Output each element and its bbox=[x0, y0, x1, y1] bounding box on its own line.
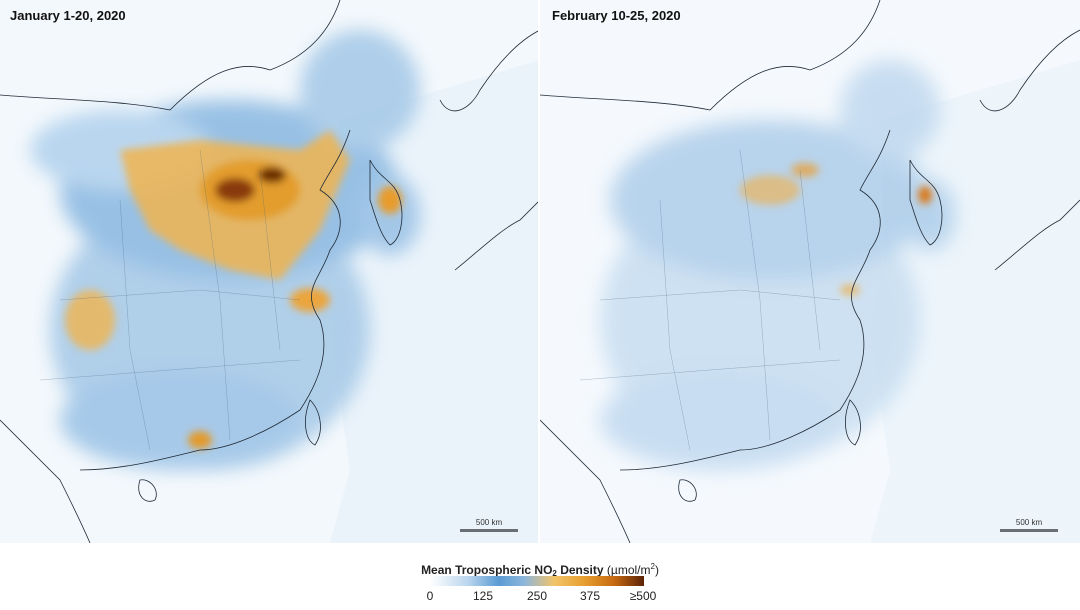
legend-tick-500: ≥500 bbox=[629, 589, 657, 603]
scale-bar: 500 km bbox=[1000, 518, 1058, 532]
legend-tick-125: 125 bbox=[472, 589, 494, 603]
legend-tick-0: 0 bbox=[426, 589, 434, 603]
legend-title-subscript: 2 bbox=[552, 569, 557, 578]
scale-bar-line bbox=[460, 529, 518, 532]
legend-units-close: ) bbox=[654, 563, 659, 577]
color-legend: Mean Tropospheric NO2 Density (µmol/m2) … bbox=[0, 543, 1080, 610]
legend-units-superscript: 2 bbox=[650, 562, 655, 571]
panel-title-january: January 1-20, 2020 bbox=[10, 8, 126, 23]
panel-divider bbox=[538, 0, 541, 543]
no2-map-february bbox=[540, 0, 1080, 543]
scale-bar: 500 km bbox=[460, 518, 518, 532]
no2-map-january bbox=[0, 0, 540, 543]
legend-title: Mean Tropospheric NO2 Density (µmol/m2) bbox=[0, 562, 1080, 578]
legend-title-rest: Density bbox=[556, 563, 604, 577]
scale-bar-line bbox=[1000, 529, 1058, 532]
panel-title-february: February 10-25, 2020 bbox=[552, 8, 681, 23]
legend-tick-250: 250 bbox=[526, 589, 548, 603]
map-panel-january: January 1-20, 2020 500 km bbox=[0, 0, 540, 543]
legend-color-ramp bbox=[430, 576, 644, 586]
scale-bar-label: 500 km bbox=[1015, 518, 1043, 527]
scale-bar-label: 500 km bbox=[475, 518, 503, 527]
legend-title-main: Mean Tropospheric NO bbox=[421, 563, 553, 577]
legend-tick-375: 375 bbox=[579, 589, 601, 603]
map-panel-february: February 10-25, 2020 500 km bbox=[540, 0, 1080, 543]
legend-units: (µmol/m bbox=[606, 563, 651, 577]
